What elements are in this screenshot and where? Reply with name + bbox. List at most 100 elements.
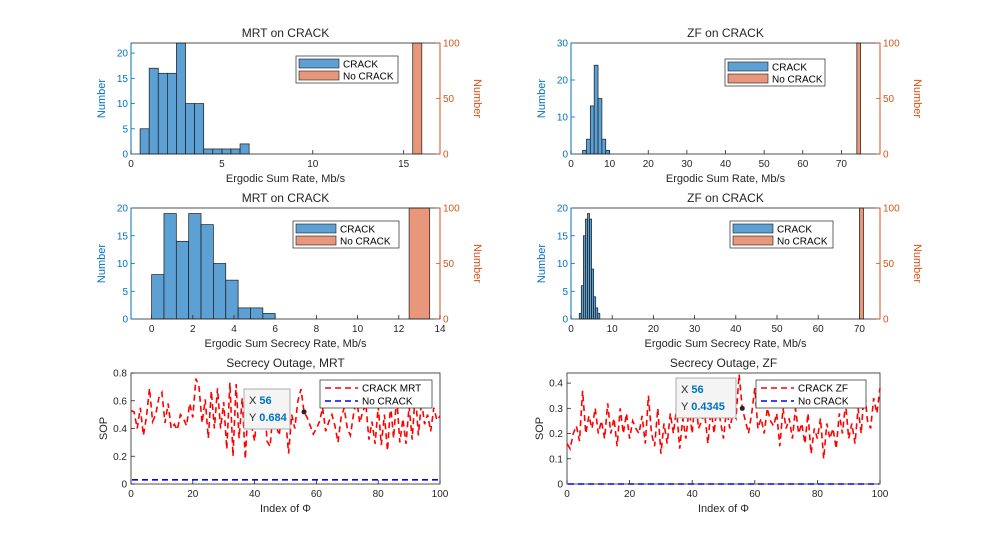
y-axis-label-right: Number xyxy=(471,244,483,283)
y-axis-label-right: Number xyxy=(911,244,923,283)
x-tick-label: 40 xyxy=(687,489,699,500)
x-axis-label: Ergodic Sum Secrecy Rate, Mb/s xyxy=(204,338,367,350)
datatip-x-value: 56 xyxy=(259,395,271,407)
x-tick-label: 50 xyxy=(759,159,771,170)
histogram-bar-no-crack xyxy=(408,207,431,320)
y-tick-label: 15 xyxy=(557,231,569,242)
x-tick-label: 14 xyxy=(434,324,446,335)
legend-box xyxy=(319,379,433,409)
histogram-bar xyxy=(601,138,607,155)
datatip-y: Y 0.4345 xyxy=(681,401,725,413)
x-tick-label: 2 xyxy=(190,324,196,335)
datatip-marker xyxy=(301,409,307,415)
x-tick-label: 10 xyxy=(307,159,319,170)
legend-swatch-crack xyxy=(295,223,337,234)
y-tick-label: 0.2 xyxy=(113,452,127,463)
histogram-bar xyxy=(151,274,165,320)
y-tick-label-right: 100 xyxy=(443,39,460,50)
legend-label-crack: CRACK ZF xyxy=(798,384,848,395)
histogram-bar xyxy=(605,149,610,155)
y-tick-label: 0 xyxy=(557,480,563,491)
y-axis-label-right: Number xyxy=(911,79,923,118)
datatip-y-label: Y xyxy=(681,401,691,413)
y-tick-label: 10 xyxy=(117,259,129,270)
y-tick-label: 20 xyxy=(557,204,569,215)
datatip-x-label: X xyxy=(681,384,691,396)
y-tick-label-right: 0 xyxy=(883,315,889,326)
datatip-x-value: 56 xyxy=(691,384,703,396)
chart-title: Secrecy Outage, ZF xyxy=(670,356,777,370)
x-tick-label: 30 xyxy=(681,159,693,170)
y-axis-label: Number xyxy=(96,244,108,283)
histogram-bar xyxy=(176,42,186,155)
datatip-box xyxy=(243,388,291,430)
x-axis-label: Ergodic Sum Rate, Mb/s xyxy=(666,173,786,185)
x-tick-label: 20 xyxy=(624,489,636,500)
y-tick-label: 5 xyxy=(122,287,128,298)
legend-label-no-crack: No CRACK xyxy=(340,237,391,248)
legend-label-crack: CRACK xyxy=(777,225,812,236)
y-axis-label: Number xyxy=(536,244,548,283)
datatip-x: X 56 xyxy=(249,395,272,407)
plot-area xyxy=(570,207,881,320)
y-tick-label: 0.2 xyxy=(549,429,563,440)
histogram-bar xyxy=(212,148,223,155)
datatip-marker xyxy=(739,405,745,411)
y-tick-label: 20 xyxy=(117,49,129,60)
datatip-y: Y 0.684 xyxy=(249,412,288,424)
x-tick-label: 30 xyxy=(689,324,701,335)
x-tick-label: 0 xyxy=(568,159,574,170)
y-tick-label: 0 xyxy=(122,315,128,326)
series-line-0 xyxy=(566,374,881,459)
y-tick-label-right: 100 xyxy=(883,39,900,50)
y-tick-label: 0.4 xyxy=(113,424,127,435)
legend-label-crack: CRACK xyxy=(340,225,375,236)
histogram-bar xyxy=(250,307,264,320)
legend-label-crack: CRACK xyxy=(772,63,807,74)
x-tick-label: 60 xyxy=(797,159,809,170)
legend-swatch-no-crack xyxy=(727,73,769,84)
y-tick-label: 20 xyxy=(557,76,569,87)
x-axis-label: Index of Φ xyxy=(260,503,311,515)
legend-swatch-crack xyxy=(298,58,340,69)
histogram-bar-no-crack xyxy=(856,42,862,155)
histogram-bar xyxy=(200,224,214,320)
datatip-box xyxy=(675,377,737,419)
x-tick-label: 40 xyxy=(730,324,742,335)
x-tick-label: 5 xyxy=(219,159,225,170)
x-tick-label: 20 xyxy=(643,159,655,170)
y-axis-label: Number xyxy=(96,79,108,118)
histogram-bar xyxy=(148,67,159,155)
histogram-bar xyxy=(157,72,168,155)
y-axis-label-right: Number xyxy=(471,79,483,118)
legend-swatch-no-crack xyxy=(295,235,337,246)
x-tick-label: 80 xyxy=(812,489,824,500)
y-tick-label-right: 100 xyxy=(443,204,460,215)
y-tick-label: 0 xyxy=(121,480,127,491)
histogram-bar xyxy=(597,313,601,320)
histogram-bar xyxy=(163,213,177,320)
chart-title: Secrecy Outage, MRT xyxy=(226,356,345,370)
y-axis-label: SOP xyxy=(534,417,546,440)
histogram-bar xyxy=(239,143,250,155)
legend-label-crack: CRACK xyxy=(343,60,378,71)
y-tick-label: 15 xyxy=(117,74,129,85)
histogram-bar xyxy=(262,313,276,320)
legend-swatch-crack xyxy=(727,61,769,72)
legend-label-crack: CRACK MRT xyxy=(362,384,421,395)
legend-box xyxy=(755,379,867,409)
y-tick-label: 20 xyxy=(117,204,129,215)
legend-label-no-crack: No CRACK xyxy=(772,75,823,86)
y-tick-label: 10 xyxy=(557,113,569,124)
x-tick-label: 70 xyxy=(836,159,848,170)
x-tick-label: 100 xyxy=(872,489,889,500)
y-tick-label: 0.3 xyxy=(549,404,563,415)
y-tick-label: 30 xyxy=(557,39,569,50)
x-tick-label: 60 xyxy=(813,324,825,335)
